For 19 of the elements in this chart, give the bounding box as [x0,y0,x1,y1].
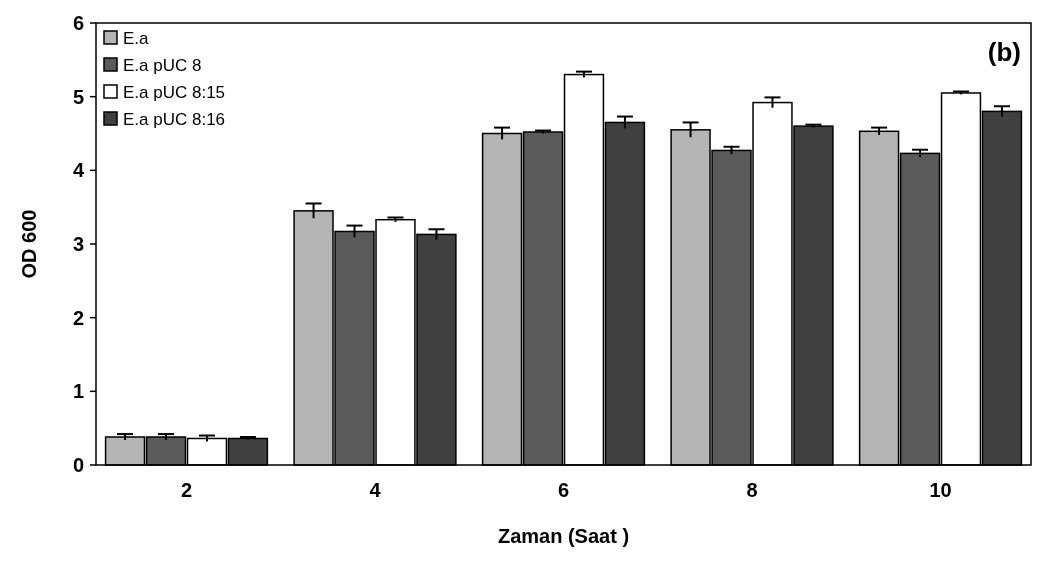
y-tick-label: 0 [72,454,84,476]
y-tick-label: 3 [72,233,84,255]
x-tick-label: 2 [180,479,193,501]
y-tick-label: 4 [72,159,85,182]
legend-label: E.a pUC 8 [123,55,202,75]
x-tick-label: 10 [929,479,952,501]
y-tick-label: 1 [72,380,84,403]
annotation: (b) [987,37,1021,67]
x-tick-label: 6 [557,479,570,501]
y-tick-label: 2 [72,306,84,329]
y-tick-label: 5 [72,85,84,108]
y-axis-title: OD 600 [18,209,40,279]
y-tick-label: 6 [72,12,84,34]
legend-label: E.a pUC 8:15 [123,82,226,102]
x-axis-title: Zaman (Saat ) [497,525,630,547]
legend-label: E.a [123,28,150,48]
x-tick-label: 4 [369,479,382,501]
x-tick-label: 8 [746,479,758,501]
legend-label: E.a pUC 8:16 [123,109,226,129]
